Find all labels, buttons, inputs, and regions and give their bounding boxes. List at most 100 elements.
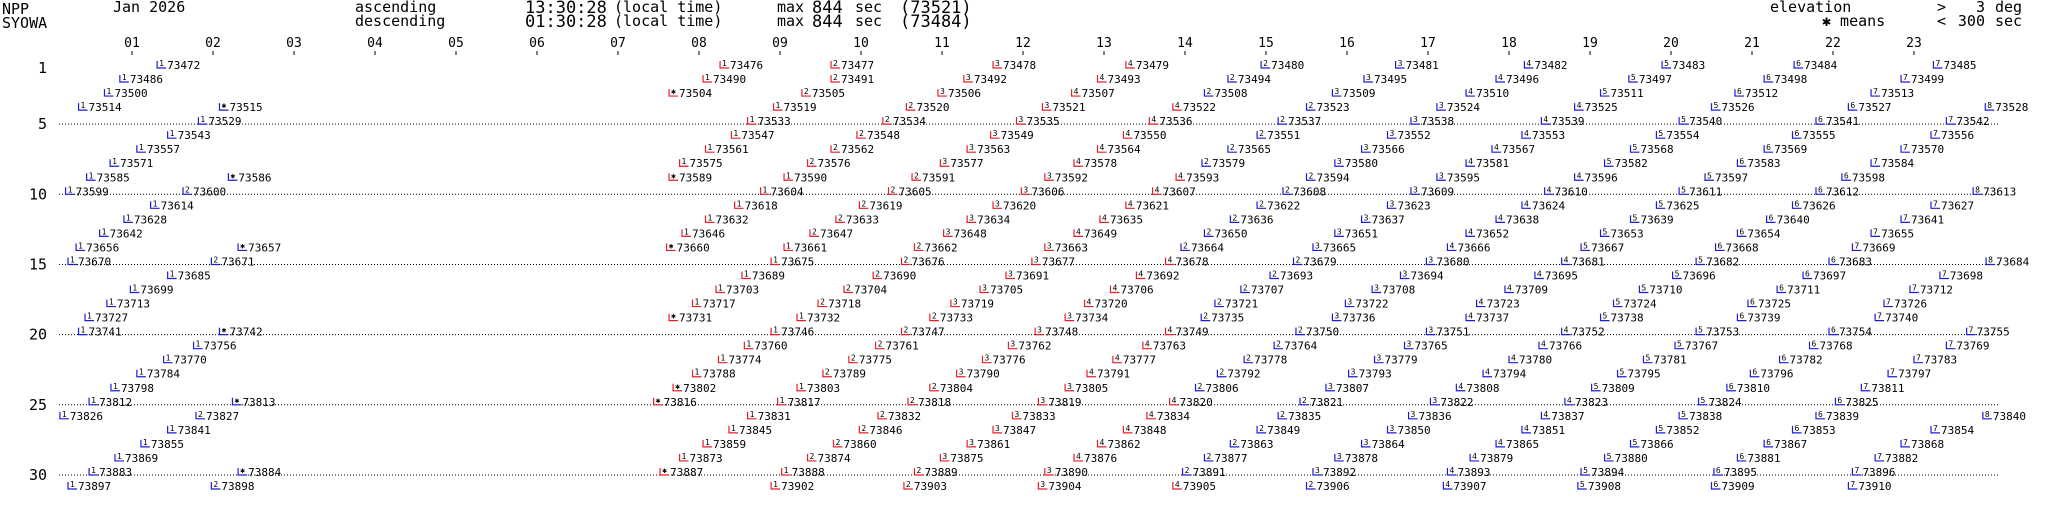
pass-marker bbox=[1172, 482, 1182, 490]
pass-index: ✱ bbox=[675, 382, 680, 391]
pass-index: ✱ bbox=[240, 466, 245, 475]
pass-index: 2 bbox=[1298, 326, 1303, 335]
orbit-number: 73624 bbox=[1532, 199, 1565, 212]
pass-index: 2 bbox=[1232, 438, 1237, 447]
pass-index: 3 bbox=[1390, 199, 1395, 208]
pass-marker bbox=[1331, 313, 1342, 322]
orbit-number: 73798 bbox=[121, 382, 154, 395]
orbit-number: 73769 bbox=[1956, 340, 1989, 353]
orbit-number: 73610 bbox=[1555, 185, 1588, 198]
pass-index: 5 bbox=[1607, 157, 1612, 166]
orbit-number: 73551 bbox=[1267, 129, 1300, 142]
pass-index: 4 bbox=[1089, 368, 1094, 377]
pass-marker bbox=[659, 467, 670, 476]
pass-marker bbox=[843, 285, 853, 294]
orbit-number: 73619 bbox=[869, 199, 902, 212]
pass-index: 2 bbox=[1246, 354, 1251, 363]
pass-marker bbox=[1815, 117, 1825, 125]
pass-marker bbox=[1591, 383, 1601, 392]
pass-marker bbox=[872, 271, 883, 280]
orbit-number: 73604 bbox=[771, 185, 804, 198]
pass-marker bbox=[197, 117, 208, 125]
pass-marker bbox=[1540, 411, 1551, 420]
pass-marker bbox=[1870, 89, 1881, 97]
orbit-number: 73689 bbox=[752, 270, 785, 283]
orbit-number: 73818 bbox=[918, 396, 951, 409]
pass-marker bbox=[1704, 173, 1715, 181]
orbit-number: 73675 bbox=[781, 255, 814, 268]
pass-index: 6 bbox=[1752, 368, 1757, 377]
pass-marker bbox=[1201, 159, 1212, 167]
orbit-number: 73698 bbox=[1950, 270, 1983, 283]
pass-index: 4 bbox=[1149, 410, 1154, 419]
orbit-number: 73595 bbox=[1447, 171, 1480, 184]
pass-index: 5 bbox=[1658, 129, 1663, 138]
pass-index: 4 bbox=[1485, 368, 1490, 377]
orbit-number: 73750 bbox=[1306, 326, 1339, 339]
pass-marker bbox=[743, 341, 754, 350]
orbit-number: 73873 bbox=[690, 452, 723, 465]
pass-index: 4 bbox=[1498, 73, 1503, 82]
pass-marker bbox=[1099, 215, 1109, 223]
orbit-number: 73861 bbox=[977, 438, 1010, 451]
pass-marker bbox=[903, 482, 913, 490]
pass-marker bbox=[730, 131, 741, 139]
pass-index: 1 bbox=[763, 185, 768, 194]
pass-index: 2 bbox=[875, 270, 880, 279]
x-tick-label: 11 bbox=[934, 36, 950, 51]
orbit-number: 73570 bbox=[1911, 143, 1944, 156]
pass-marker bbox=[1672, 271, 1682, 280]
pass-marker bbox=[1851, 243, 1862, 252]
pass-index: 5 bbox=[1681, 185, 1686, 194]
orbit-number: 73724 bbox=[1623, 298, 1656, 311]
orbit-number: 73848 bbox=[1133, 424, 1166, 437]
orbit-number: 73732 bbox=[807, 312, 840, 325]
pass-marker bbox=[1828, 327, 1838, 336]
pass-marker bbox=[1603, 453, 1614, 462]
orbit-number: 73628 bbox=[134, 213, 167, 226]
pass-index: 2 bbox=[825, 368, 830, 377]
station: SYOWA bbox=[2, 14, 47, 32]
pass-index: 3 bbox=[940, 87, 945, 96]
pass-index: 3 bbox=[1315, 466, 1320, 475]
pass-index: 1 bbox=[170, 270, 175, 279]
pass-index: 7 bbox=[1854, 466, 1859, 475]
orbit-number: 73621 bbox=[1136, 199, 1169, 212]
pass-marker bbox=[1305, 173, 1316, 181]
pass-marker bbox=[1083, 299, 1094, 308]
pass-index: 2 bbox=[1309, 480, 1314, 489]
pass-marker bbox=[1985, 257, 1996, 266]
orbit-number: 73776 bbox=[993, 354, 1026, 367]
orbit-number: 73876 bbox=[1084, 452, 1117, 465]
pass-index: ✱ bbox=[656, 396, 661, 405]
pass-index: 5 bbox=[1633, 213, 1638, 222]
pass-index: 3 bbox=[1411, 410, 1416, 419]
orbit-number: 73637 bbox=[1372, 213, 1405, 226]
pass-marker bbox=[830, 75, 841, 83]
orbit-number: 73523 bbox=[1317, 101, 1350, 114]
pass-marker bbox=[182, 187, 193, 195]
pass-marker bbox=[1713, 467, 1723, 476]
pass-index: 3 bbox=[1008, 270, 1013, 279]
orbit-number: 73862 bbox=[1108, 438, 1141, 451]
orbit-number: 73860 bbox=[843, 438, 876, 451]
y-tick-label: 1 bbox=[38, 59, 47, 77]
orbit-number: 73682 bbox=[1706, 255, 1739, 268]
orbit-number: 73620 bbox=[1003, 199, 1036, 212]
pass-marker bbox=[1736, 453, 1747, 462]
pass-marker bbox=[830, 145, 841, 153]
pass-marker bbox=[1521, 425, 1531, 434]
pass-index: 2 bbox=[1203, 312, 1208, 321]
pass-index: 4 bbox=[1458, 382, 1463, 391]
pass-marker bbox=[1544, 187, 1554, 195]
pass-marker bbox=[1073, 453, 1084, 462]
pass-marker bbox=[1295, 327, 1305, 336]
pass-marker bbox=[817, 299, 828, 308]
orbit-number: 73741 bbox=[89, 326, 122, 339]
pass-index: 3 bbox=[1407, 340, 1412, 349]
orbit-number: 73766 bbox=[1549, 340, 1582, 353]
orbit-number: 73863 bbox=[1240, 438, 1273, 451]
pass-marker bbox=[1312, 243, 1322, 252]
pass-marker bbox=[691, 299, 702, 308]
orbit-number: 73549 bbox=[1001, 129, 1034, 142]
